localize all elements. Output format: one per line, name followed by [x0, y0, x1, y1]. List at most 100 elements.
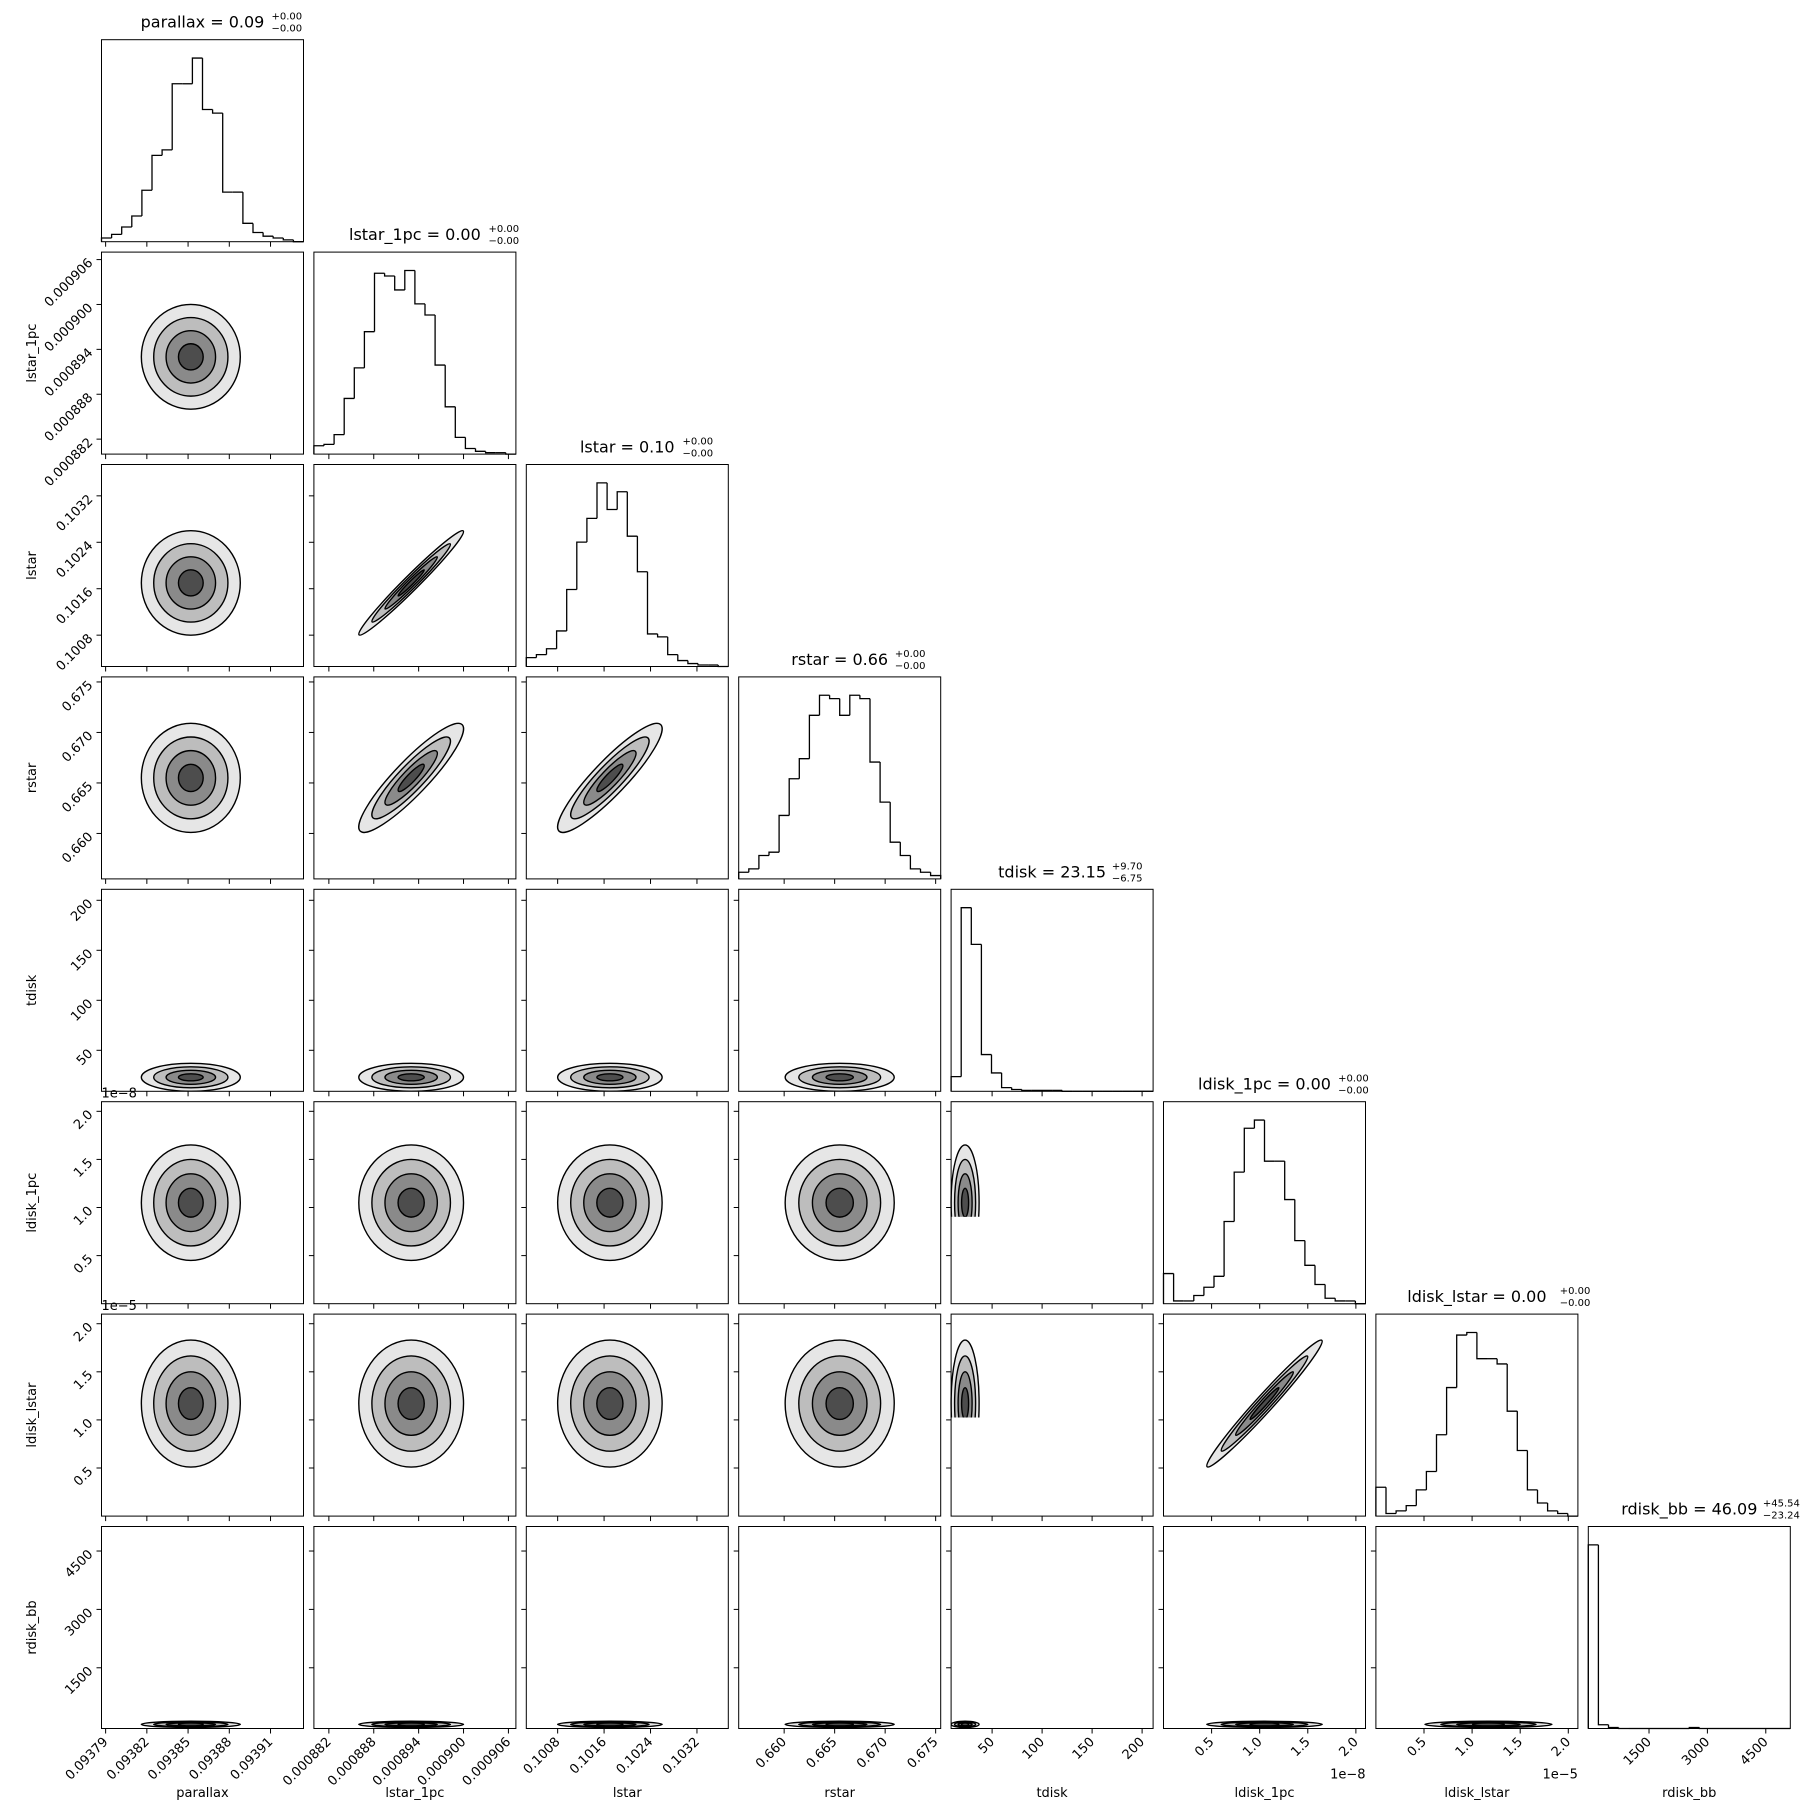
- y-tick-label: 150: [68, 947, 96, 975]
- histogram-bin: [849, 694, 860, 716]
- title-sub: −0.00: [272, 24, 303, 35]
- title-text: tdisk = 23.15: [998, 862, 1106, 881]
- x-axis-label: ldisk_1pc: [1235, 1786, 1295, 1801]
- panel-title: rstar = 0.66: [791, 650, 888, 669]
- histogram-bin: [646, 571, 658, 635]
- histogram-bin: [1223, 1220, 1235, 1277]
- histogram-bin: [677, 654, 688, 662]
- panel: 0.5 1.0 1.5 2.0 ldisk_lstar 1e−5: [25, 1299, 304, 1522]
- panel: ldisk_1pc = 0.00 +0.00−0.00: [1162, 1074, 1369, 1309]
- y-tick-label: 0.000906: [42, 256, 96, 310]
- density-contour: [825, 1722, 855, 1727]
- density-contour: [177, 1187, 204, 1218]
- x-tick-label: 0.1016: [567, 1735, 610, 1778]
- panel: lstar = 0.10 +0.00−0.00: [525, 437, 729, 672]
- histogram-bin: [636, 536, 648, 573]
- panel: 1500 3000 4500 rdisk_bb = 46.09 +45.54−23.24…: [1587, 1499, 1800, 1801]
- y-tick-label: 0.675: [59, 678, 96, 715]
- histogram-bin: [798, 758, 810, 779]
- title-sup: +0.00: [489, 224, 520, 235]
- histogram-bin: [1536, 1489, 1548, 1504]
- histogram-bin: [1253, 1119, 1265, 1129]
- y-axis-label: tdisk: [25, 974, 40, 1006]
- title-sup: +45.54: [1763, 1499, 1800, 1510]
- histogram-bin: [262, 232, 274, 237]
- x-tick-label: 50: [976, 1735, 998, 1757]
- x-tick-label: 0.665: [804, 1735, 841, 1772]
- density-contour: [177, 1722, 204, 1727]
- histogram-bin: [394, 276, 405, 291]
- histogram-bin: [1213, 1275, 1225, 1288]
- histogram-bin: [1233, 1171, 1245, 1222]
- panel: 0.5 1.0 1.5 2.0 ldisk_lstar 1e−5: [1370, 1526, 1579, 1801]
- panel-frame: [950, 1313, 1154, 1517]
- y-tick-label: 50: [74, 1047, 96, 1069]
- panel: [308, 676, 517, 884]
- histogram-bin: [323, 443, 335, 446]
- histogram-bin: [191, 57, 203, 84]
- histogram-bin: [1243, 1127, 1255, 1173]
- histogram-bin: [738, 871, 749, 879]
- histogram-bin: [211, 109, 223, 114]
- panel-frame: [738, 888, 942, 1092]
- density-contour: [397, 1073, 425, 1082]
- panel-frame: [525, 676, 729, 880]
- panel-frame: [101, 39, 304, 243]
- title-sub: −23.24: [1763, 1511, 1800, 1522]
- y-axis-label: lstar: [25, 550, 40, 579]
- density-contour: [177, 1386, 204, 1421]
- x-tick-label: 0.09382: [104, 1735, 153, 1784]
- y-tick-label: 0.660: [59, 830, 96, 867]
- title-sup: +0.00: [895, 649, 926, 660]
- title-sup: +0.00: [272, 12, 303, 23]
- histogram-bin: [960, 907, 972, 1077]
- histogram-bin: [1263, 1120, 1275, 1162]
- panel-frame: [101, 1526, 304, 1729]
- density-contour: [596, 1187, 624, 1218]
- panel-frame: [738, 1101, 942, 1305]
- histogram-bin: [899, 842, 911, 857]
- density-contour: [1249, 1386, 1280, 1421]
- x-axis-label: tdisk: [1036, 1786, 1068, 1801]
- panel: 0.5 1.0 1.5 2.0 ldisk_1pc 1e−8: [1158, 1526, 1366, 1801]
- histogram-bin: [818, 694, 830, 716]
- histogram-bin: [990, 1054, 1002, 1074]
- panel-frame: [1587, 1526, 1791, 1729]
- title-text: ldisk_1pc = 0.00: [1198, 1075, 1331, 1095]
- histogram-bin: [141, 189, 152, 216]
- panel: [521, 676, 729, 884]
- histogram-bin: [1294, 1199, 1305, 1242]
- histogram-bin: [343, 397, 355, 435]
- histogram-bin: [1284, 1161, 1295, 1201]
- histogram-bin: [697, 663, 709, 666]
- histogram-bin: [545, 648, 557, 655]
- histogram-bin: [576, 541, 587, 590]
- x-tick-label: 0.660: [753, 1735, 790, 1772]
- panel-frame: [525, 1101, 729, 1305]
- panel: lstar_1pc = 0.00 +0.00−0.00: [313, 224, 520, 460]
- title-sup: +0.00: [683, 437, 714, 448]
- x-tick-label: 100: [1020, 1735, 1048, 1763]
- panel: parallax = 0.09 +0.00−0.00: [100, 12, 304, 247]
- x-axis-label: parallax: [176, 1786, 229, 1801]
- x-tick-label: 1.0: [1240, 1735, 1265, 1760]
- panel-frame: [313, 676, 517, 880]
- panel-title: tdisk = 23.15: [998, 862, 1106, 881]
- panel-frame: [1375, 1526, 1579, 1729]
- histogram-bin: [1395, 1510, 1407, 1514]
- histogram-bin: [616, 491, 628, 510]
- x-axis-label: ldisk_lstar: [1444, 1786, 1510, 1801]
- histogram-bin: [414, 270, 425, 305]
- panel: [733, 1313, 942, 1522]
- title-sub: −6.75: [1112, 873, 1143, 884]
- histogram-bin: [1597, 1544, 1609, 1726]
- panel-frame: [1163, 1526, 1366, 1729]
- histogram-bin: [1415, 1489, 1427, 1506]
- histogram-bin: [586, 517, 597, 543]
- histogram-bin: [808, 714, 820, 759]
- y-tick-label: 4500: [62, 1547, 96, 1581]
- x-tick-label: 0.1032: [660, 1735, 703, 1778]
- panel: 50 100 150 200 tdisk: [946, 1526, 1154, 1801]
- panel-frame: [738, 676, 942, 880]
